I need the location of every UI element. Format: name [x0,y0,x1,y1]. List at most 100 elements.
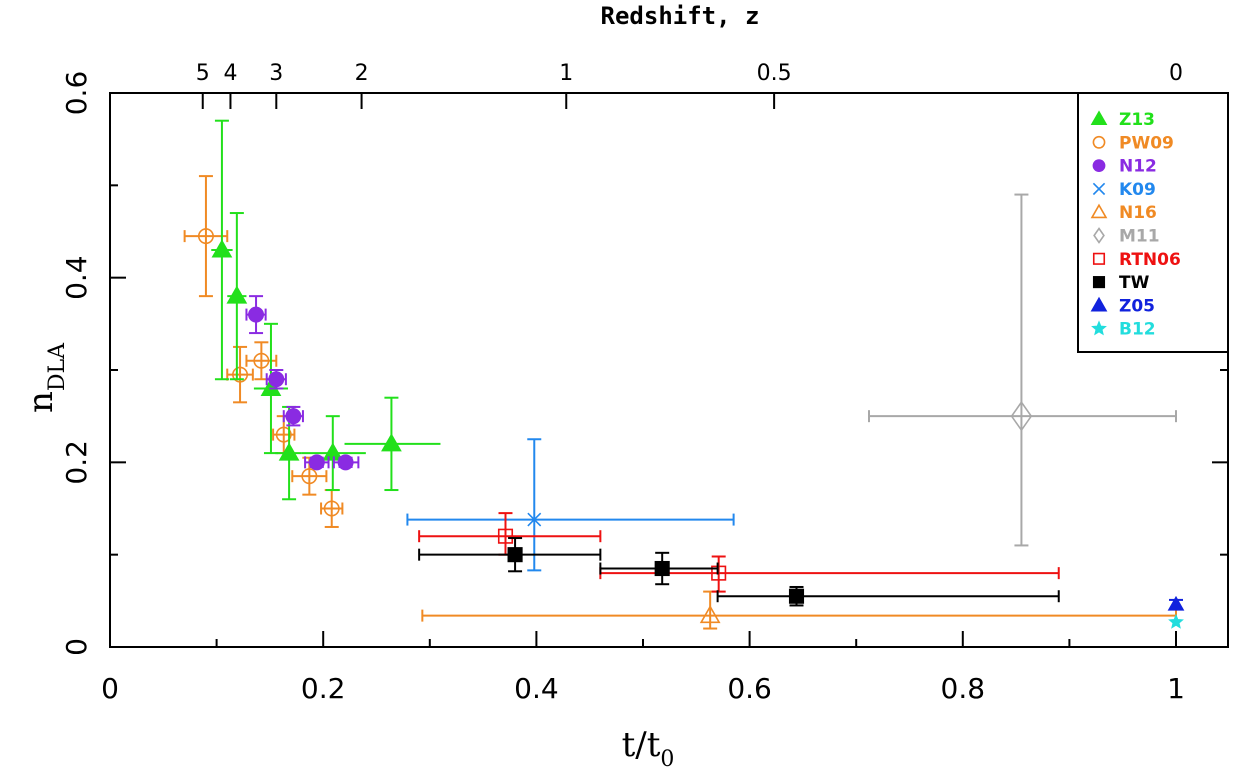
legend-item-k09: K09 [1092,180,1156,200]
x-tick-label: 0.6 [727,672,772,705]
data-point [1010,400,1033,432]
data-point [1168,613,1184,629]
data-point [226,285,248,304]
data-point [654,560,670,577]
top-tick-label: 5 [196,61,210,86]
data-point [308,454,325,471]
data-point [381,433,402,452]
legend-label: N16 [1119,203,1157,223]
legend-label: PW09 [1119,133,1174,153]
data-point [1167,595,1185,611]
legend-label: K09 [1119,180,1156,200]
x-tick-label: 0.8 [941,672,986,705]
series-pw09 [183,175,344,528]
data-point [323,500,340,517]
y-tick-label: 0.6 [60,71,93,116]
data-point [285,408,302,425]
legend-item-n16: N16 [1090,203,1157,223]
legend-marker [1090,296,1108,312]
data-point [527,512,542,527]
y-axis-title: nDLA [21,342,70,413]
series-tw [418,537,1060,607]
plot-frame [109,92,1229,648]
legend-item-n12: N12 [1092,157,1157,177]
legend-label: Z13 [1119,110,1155,130]
top-tick-label: 0.5 [757,61,792,86]
legend-item-pw09: PW09 [1092,133,1174,153]
legend-marker [1093,227,1105,244]
y-tick-label-group: 0.2 [60,440,93,485]
y-tick-label-group: 0.4 [60,255,93,300]
data-point [788,588,805,604]
data-point [301,468,318,485]
data-point [711,565,727,581]
x-tick-label: 1 [1167,672,1185,705]
top-tick-label: 2 [355,61,369,86]
legend-item-z05: Z05 [1090,296,1155,316]
data-point [699,604,721,624]
legend-label: TW [1119,273,1150,293]
legend-item-z13: Z13 [1090,110,1155,130]
x-tick-labels: 0 0.2 0.4 0.6 0.8 1 [101,672,1185,705]
data-point [248,306,265,323]
data-point [497,528,514,544]
legend-marker [1091,320,1107,336]
y-tick-label-group: 0 [60,638,93,656]
y-axis-title-base: n [21,391,61,413]
x-tick-label: 0.2 [301,672,346,705]
y-tick-label: 0.2 [60,440,93,485]
x-tick-label: 0.4 [514,672,559,705]
x-tick-label: 0 [101,672,119,705]
legend-marker [1092,252,1106,265]
legend-marker [1092,182,1106,196]
top-axis-title: Redshift, z [601,2,760,30]
legend-label: RTN06 [1119,250,1181,270]
data-point [232,366,249,383]
series-layer [183,119,1185,630]
series-rtn06 [418,512,1060,593]
data-point [278,442,300,461]
y-tick-labels: 0 0.2 0.4 0.6 [60,71,93,656]
legend-label: B12 [1119,320,1156,340]
top-tick-label: 1 [559,61,573,86]
series-b12 [1168,613,1184,629]
data-point [337,454,354,471]
legend-item-rtn06: RTN06 [1092,250,1181,270]
top-tick-label: 3 [269,61,283,86]
series-z05 [1167,595,1185,611]
data-point [253,352,270,369]
y-axis-title-group: nDLA [21,342,70,413]
data-point [211,239,233,258]
y-axis-title-sub: DLA [45,342,70,391]
legend-label: Z05 [1119,296,1155,316]
data-point [268,371,285,388]
series-m11 [867,193,1177,547]
top-tick-label: 0 [1169,61,1183,86]
x-axis-title-base: t/t [622,725,661,765]
legend-marker [1090,203,1108,219]
legend-item-m11: M11 [1093,227,1160,247]
y-tick-label-group: 0.6 [60,71,93,116]
series-k09 [406,438,735,572]
legend-marker [1092,159,1106,172]
x-axis-title-sub: 0 [660,747,674,772]
top-axis-ticks: 5 4 3 2 1 0.5 0 [196,61,1183,109]
legend-label: M11 [1119,227,1160,247]
x-axis-title: t/t0 [622,725,675,772]
y-tick-label: 0 [60,638,93,656]
series-n12 [245,295,360,471]
y-tick-label: 0.4 [60,255,93,300]
data-point [507,547,523,563]
top-tick-label: 4 [223,61,237,86]
legend-marker [1090,110,1108,126]
legend-item-tw: TW [1092,273,1150,293]
legend-item-b12: B12 [1091,320,1156,340]
legend-marker [1092,276,1106,289]
legend-marker [1092,135,1106,149]
legend: Z13 PW09 N12 K09 N16 M11 RTN06 TW Z05 B12 [1077,92,1229,353]
data-point [322,442,344,461]
legend-label: N12 [1119,157,1157,177]
data-point [197,228,214,245]
data-point [275,426,292,443]
